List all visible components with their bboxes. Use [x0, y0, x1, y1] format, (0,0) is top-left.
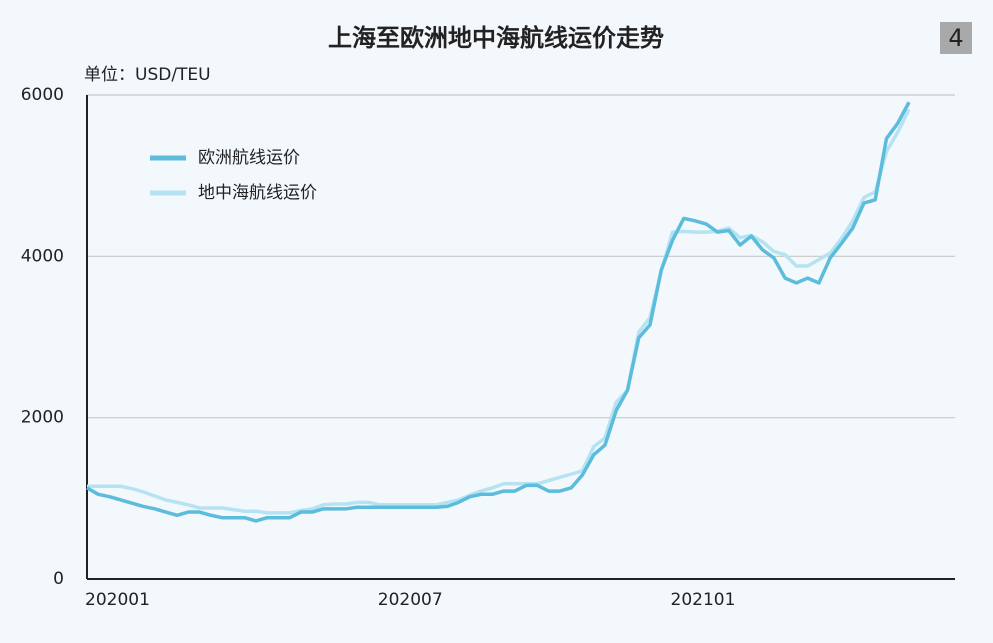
legend-label: 地中海航线运价 [198, 183, 317, 203]
chart-title: 上海至欧洲地中海航线运价走势 [328, 24, 664, 52]
x-tick-label: 202001 [85, 590, 150, 610]
y-tick-label: 4000 [21, 246, 64, 266]
x-tick-label: 202101 [671, 590, 736, 610]
y-tick-label: 0 [53, 569, 64, 589]
page-number: 4 [948, 24, 963, 52]
page-badge [940, 22, 972, 54]
y-axis-unit: 单位：USD/TEU [84, 65, 211, 85]
series-line [86, 101, 911, 523]
y-tick-label: 2000 [21, 408, 64, 428]
legend-label: 欧洲航线运价 [198, 148, 300, 168]
y-tick-label: 6000 [21, 85, 64, 105]
x-tick-label: 202007 [378, 590, 443, 610]
series-line [87, 108, 911, 515]
